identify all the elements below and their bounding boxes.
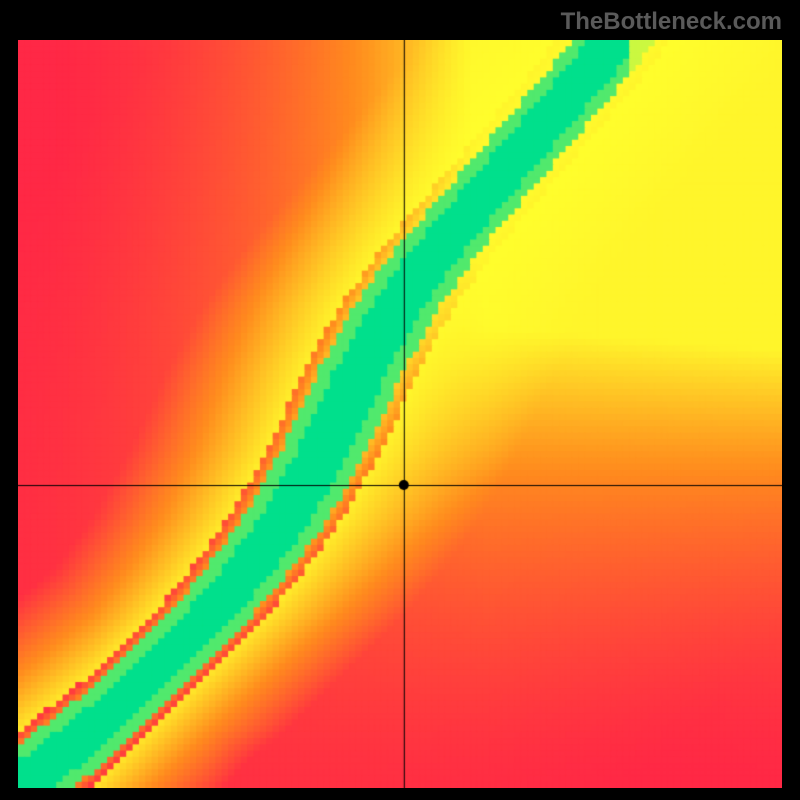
watermark-text: TheBottleneck.com: [561, 8, 782, 36]
heatmap-plot: [18, 40, 782, 788]
heatmap-canvas: [18, 40, 782, 788]
